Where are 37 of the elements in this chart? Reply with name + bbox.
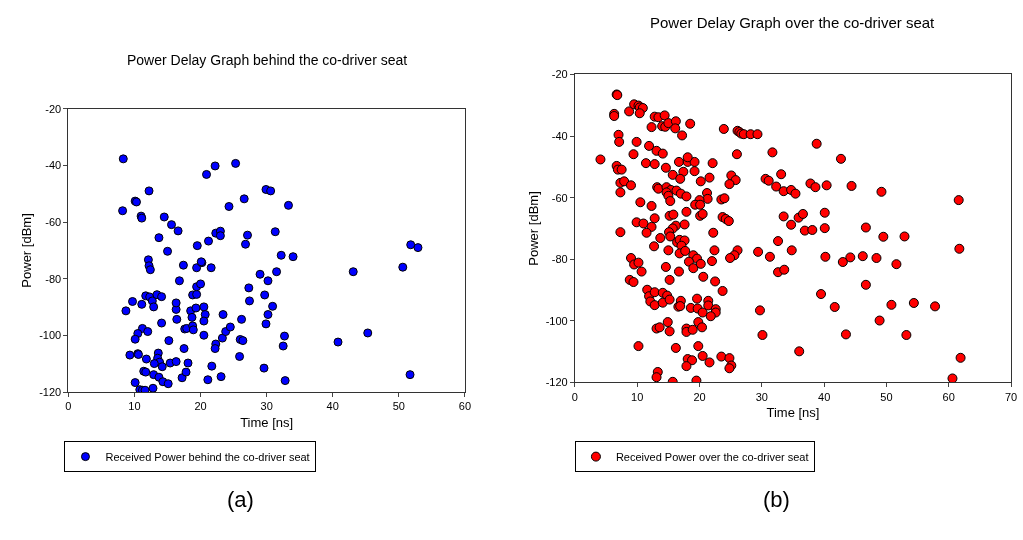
x-tick-label: 50 (880, 390, 893, 403)
y-tick-label: -120 (545, 376, 568, 389)
y-axis-title: Power [dBm] (525, 191, 541, 266)
y-tick-label: -60 (551, 191, 568, 204)
x-tick-label: 20 (194, 400, 207, 413)
text: (a) (227, 487, 254, 512)
x-tick-label: 40 (818, 390, 831, 403)
legend-label: Received Power behind the co-driver seat (105, 450, 310, 463)
y-tick-label: -40 (551, 129, 568, 142)
y-tick-label: -40 (45, 159, 62, 172)
y-tick-label: -80 (551, 253, 568, 266)
x-axis-title: Time [ns] (240, 415, 294, 431)
x-tick-label: 0 (571, 390, 578, 403)
x-tick-label: 60 (942, 390, 955, 403)
y-tick-label: -100 (545, 314, 568, 327)
y-tick-label: -80 (45, 272, 62, 285)
y-tick-label: -120 (39, 386, 62, 399)
x-tick-label: 40 (326, 400, 339, 413)
x-tick-label: 60 (458, 400, 472, 413)
y-tick-label: -20 (45, 102, 62, 115)
y-axis-title: Power [dBm] (19, 213, 35, 288)
x-tick-label: 0 (65, 400, 72, 413)
y-tick-label: -20 (551, 68, 568, 81)
chart-title: Power Delay Graph over the co-driver seat (650, 14, 936, 31)
text: (b) (763, 487, 790, 512)
x-tick-label: 30 (260, 400, 273, 413)
x-tick-label: 10 (631, 390, 644, 403)
x-axis-title: Time [ns] (766, 405, 820, 421)
legend-label: Received Power over the co-driver seat (615, 450, 809, 463)
x-tick-label: 10 (128, 400, 141, 413)
x-tick-label: 30 (755, 390, 768, 403)
x-tick-label: 50 (392, 400, 405, 413)
y-tick-label: -100 (39, 329, 62, 342)
x-tick-label: 70 (1004, 390, 1018, 403)
y-tick-label: -60 (45, 215, 62, 228)
chart-title: Power Delay Graph behind the co-driver seat (127, 52, 408, 68)
x-tick-label: 20 (693, 390, 706, 403)
